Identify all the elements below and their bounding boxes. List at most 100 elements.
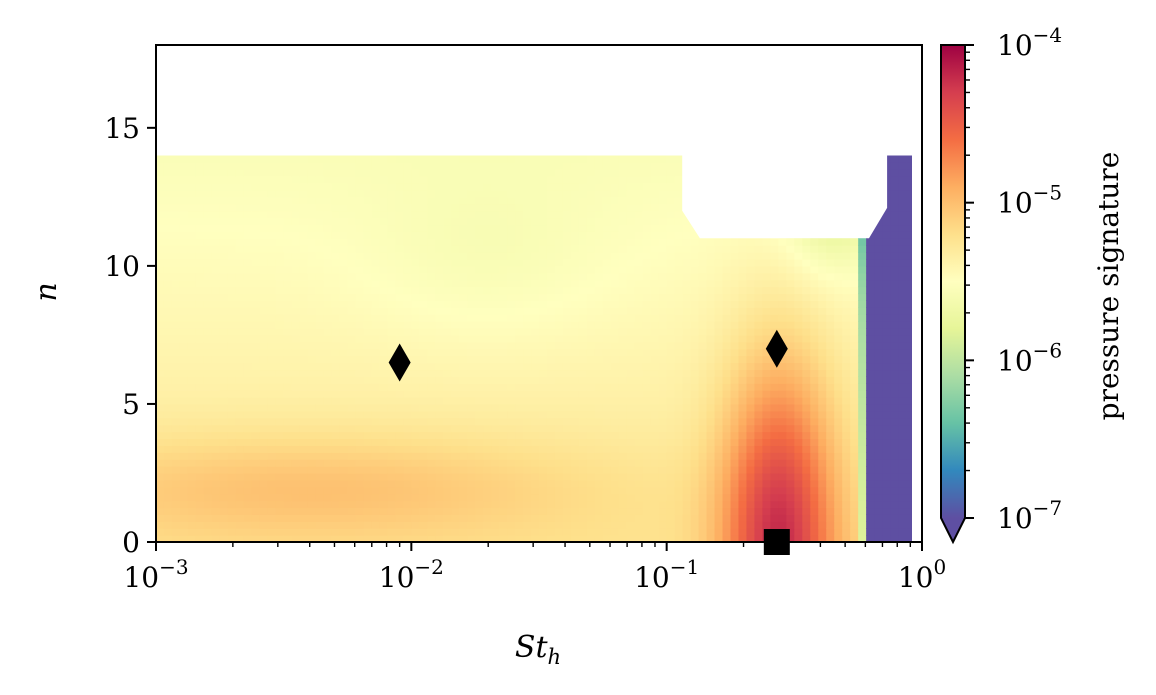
field-cell [499, 390, 508, 398]
field-cell [858, 265, 867, 274]
field-cell [562, 362, 572, 371]
field-cell [299, 514, 309, 522]
field-cell [842, 507, 851, 515]
field-cell [307, 238, 317, 246]
field-cell [483, 155, 492, 163]
field-cell [730, 507, 740, 515]
field-cell [379, 183, 388, 191]
field-cell [219, 348, 229, 357]
field-cell [403, 293, 412, 301]
field-cell [674, 341, 684, 350]
field-cell [698, 286, 708, 295]
field-cell [195, 300, 205, 308]
field-cell [531, 314, 540, 322]
field-cell [339, 203, 349, 212]
field-cell [618, 155, 628, 163]
field-cell [339, 535, 349, 542]
field-cell [443, 189, 452, 198]
field-cell [762, 272, 771, 281]
field-cell [594, 459, 604, 467]
field-cell [267, 196, 277, 205]
field-cell [459, 514, 468, 522]
field-cell [706, 383, 716, 391]
field-cell [834, 279, 843, 288]
field-cell [666, 369, 676, 377]
field-cell [499, 528, 508, 536]
field-cell [347, 452, 357, 460]
field-cell [554, 362, 564, 371]
field-cell [163, 231, 173, 239]
field-cell [738, 507, 748, 515]
field-cell [698, 424, 708, 433]
field-cell [642, 466, 652, 474]
field-cell [211, 445, 221, 453]
field-cell [267, 224, 277, 232]
field-cell [746, 307, 756, 315]
field-cell [475, 486, 484, 495]
field-cell [187, 355, 197, 364]
field-cell [850, 535, 859, 542]
field-cell [355, 390, 365, 398]
field-cell [235, 231, 245, 239]
field-cell [610, 279, 620, 288]
field-cell [339, 300, 349, 308]
field-cell [395, 479, 404, 488]
field-cell [267, 362, 277, 371]
field-cell [251, 362, 261, 371]
field-cell [259, 307, 269, 315]
field-cell [203, 355, 213, 364]
field-cell [834, 376, 843, 384]
field-cell [331, 169, 341, 177]
field-cell [539, 362, 548, 371]
field-cell [203, 176, 213, 184]
field-cell [539, 169, 548, 177]
field-cell [227, 155, 237, 163]
field-cell [810, 431, 819, 440]
field-cell [698, 528, 708, 536]
field-cell [666, 459, 676, 467]
field-cell [203, 196, 213, 205]
field-cell [642, 238, 652, 246]
field-cell [211, 528, 221, 536]
field-cell [219, 334, 229, 343]
field-cell [491, 459, 500, 467]
field-cell [275, 424, 285, 433]
field-cell [690, 321, 700, 329]
field-cell [267, 293, 277, 301]
field-cell [171, 376, 181, 384]
field-cell [594, 397, 604, 405]
field-cell [586, 452, 596, 460]
field-cell [331, 403, 341, 412]
field-cell [283, 300, 293, 308]
field-cell [339, 162, 349, 170]
field-cell [499, 155, 508, 163]
field-cell [243, 272, 253, 281]
field-cell [499, 369, 508, 377]
field-cell [746, 252, 756, 260]
field-cell [594, 300, 604, 308]
field-cell [618, 252, 628, 260]
field-cell [523, 355, 532, 364]
field-cell [674, 431, 684, 440]
field-cell [195, 314, 205, 322]
field-cell [363, 466, 373, 474]
field-cell [834, 286, 843, 295]
field-cell [523, 293, 532, 301]
field-cell [283, 403, 293, 412]
field-cell [730, 321, 740, 329]
field-cell [523, 438, 532, 446]
field-cell [243, 410, 253, 419]
field-cell [427, 500, 436, 509]
field-cell [507, 355, 516, 364]
field-cell [850, 238, 859, 246]
field-cell [491, 479, 500, 488]
field-cell [642, 500, 652, 509]
field-cell [754, 293, 764, 301]
field-cell [650, 245, 660, 253]
field-cell [179, 472, 189, 481]
field-cell [179, 521, 189, 529]
field-cell [179, 307, 189, 315]
field-cell [562, 279, 572, 288]
field-cell [395, 452, 404, 460]
field-cell [738, 390, 748, 398]
